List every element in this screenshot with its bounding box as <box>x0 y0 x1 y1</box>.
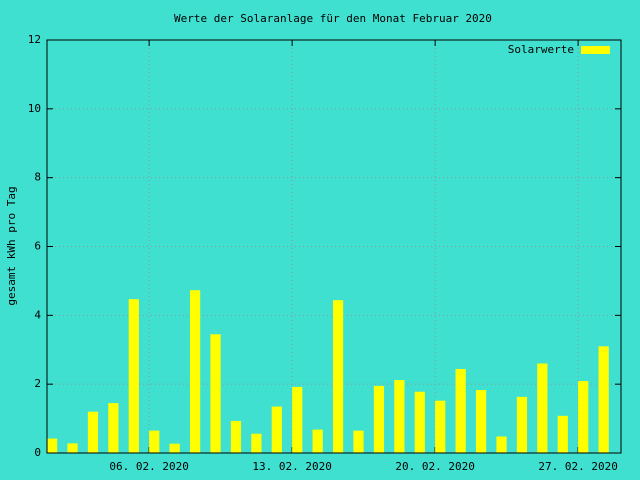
bar <box>435 400 446 453</box>
bar <box>230 420 242 453</box>
bar <box>557 415 568 453</box>
x-tick-label: 20. 02. 2020 <box>395 460 474 473</box>
bar <box>108 403 119 453</box>
legend-swatch <box>581 46 610 54</box>
y-tick-label: 6 <box>34 240 41 253</box>
bar <box>47 438 58 453</box>
bar <box>169 443 180 453</box>
bar <box>537 363 548 453</box>
bar <box>87 411 99 453</box>
y-tick-label: 8 <box>34 171 41 184</box>
x-tick-label: 27. 02. 2020 <box>538 460 617 473</box>
y-tick-label: 2 <box>34 377 41 390</box>
chart-title: Werte der Solaranlage für den Monat Febr… <box>174 12 492 25</box>
bar <box>128 299 139 453</box>
bar <box>292 386 303 453</box>
bar <box>598 346 609 453</box>
bar <box>189 290 201 453</box>
x-tick-label: 06. 02. 2020 <box>109 460 188 473</box>
bar <box>67 443 78 453</box>
bar <box>496 436 507 453</box>
bar <box>332 300 344 453</box>
bar <box>516 396 528 453</box>
bar <box>271 406 282 453</box>
bar <box>149 430 160 453</box>
bar <box>414 391 425 453</box>
bar <box>210 334 221 453</box>
bar <box>373 385 385 453</box>
y-tick-label: 10 <box>28 102 41 115</box>
bar <box>394 380 405 453</box>
bar <box>312 429 323 453</box>
plot-frame <box>46 39 622 454</box>
x-tick-label: 13. 02. 2020 <box>252 460 331 473</box>
legend-label: Solarwerte <box>508 43 574 56</box>
bar <box>455 369 466 453</box>
bar <box>578 381 589 453</box>
bar <box>475 390 487 453</box>
y-tick-label: 12 <box>28 33 41 46</box>
bar <box>353 430 364 453</box>
bar <box>251 433 262 453</box>
y-axis-label: gesamt kWh pro Tag <box>5 186 18 305</box>
y-tick-label: 0 <box>34 446 41 459</box>
y-tick-label: 4 <box>34 308 41 321</box>
